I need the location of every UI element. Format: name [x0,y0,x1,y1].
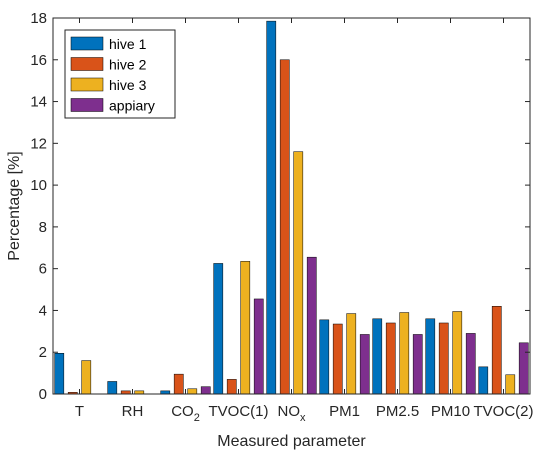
bar-appiary-pm25 [412,334,423,395]
y-tick-label: 10 [30,177,47,194]
y-axis-title: Percentage [%] [6,151,23,260]
bar-appiary-pm1 [359,334,370,395]
legend-swatch [70,57,104,71]
bar-hive-2-pm10 [438,322,449,395]
bar-appiary-tvoc2 [518,342,529,395]
bar-appiary-pm10 [465,333,476,395]
x-axis: T RH CO2 TVOC(1) NOx PM1 PM2.5 PM10 TVOC(2) [75,18,534,424]
y-tick-label: 0 [39,386,47,403]
y-tick-label: 16 [30,52,47,69]
x-tick-label: RH [122,403,144,420]
bar-hive-3-no [293,151,304,395]
y-tick-label: 14 [30,94,47,111]
legend-label: hive 2 [109,57,147,73]
y-tick-label: 8 [39,219,47,236]
x-tick-label: TVOC(1) [209,403,269,420]
bar-hive-1-pm25 [372,318,383,395]
y-axis: 0 2 4 6 8 10 12 14 16 18 [30,10,530,403]
bar-hive-1-t [54,353,65,395]
y-tick-label: 4 [39,302,47,319]
bar-hive-1-pm10 [425,318,436,395]
x-tick-label: T [75,403,84,420]
bar-hive-2-no [279,59,290,395]
bar-hive-1-pm1 [319,319,330,395]
bar-hive-3-tvoc2 [505,374,516,395]
legend-swatch [70,36,104,51]
y-tick-label: 12 [30,135,47,152]
x-tick-label: NOx [278,403,307,424]
bar-hive-2-co [173,373,184,395]
bar-hive-3-pm25 [399,312,410,395]
x-tick-label: PM10 [431,403,470,420]
bar-hive-3-t [81,360,92,395]
x-tick-label: TVOC(2) [474,403,534,420]
bars-group [54,20,529,395]
legend-label: hive 3 [109,77,147,93]
bar-appiary-tvoc1 [253,298,264,395]
bar-hive-1-tvoc1 [213,263,224,395]
legend-swatch [70,98,104,112]
legend-label: hive 1 [109,36,147,52]
x-tick-label: PM1 [329,403,360,420]
bar-hive-3-pm10 [452,311,463,395]
x-axis-title: Measured parameter [217,433,366,450]
x-tick-label: CO2 [171,403,200,424]
bar-hive-3-pm1 [346,313,357,395]
y-tick-label: 6 [39,261,47,278]
bar-hive-2-tvoc1 [226,379,237,395]
x-tick-label: PM2.5 [376,403,419,420]
bar-appiary-co [200,386,211,395]
y-tick-label: 2 [39,344,47,361]
y-tick-label: 18 [30,10,47,27]
bar-hive-2-pm25 [385,322,396,395]
bar-hive-1-tvoc2 [478,366,489,395]
bar-appiary-no [306,256,317,395]
bar-hive-1-no [266,20,277,395]
bar-hive-3-tvoc1 [240,261,251,395]
bar-hive-1-rh [107,381,118,395]
bar-hive-3-co [187,388,198,395]
bar-hive-2-pm1 [332,323,343,395]
bar-hive-2-tvoc2 [491,306,502,395]
legend: hive 1 hive 2 hive 3 appiary [64,29,176,119]
legend-swatch [70,77,104,92]
legend-label: appiary [109,98,155,114]
